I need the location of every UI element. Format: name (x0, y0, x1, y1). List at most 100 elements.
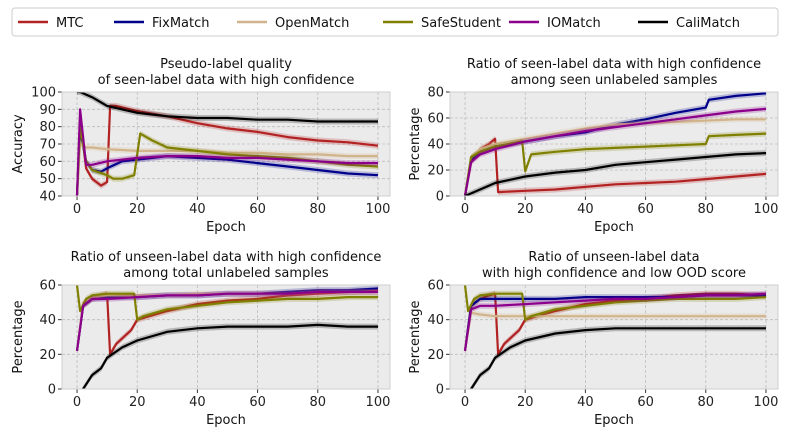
x-tick-label: 80 (310, 202, 327, 217)
legend-label: IOMatch (547, 16, 601, 31)
y-axis-label: Accuracy (11, 114, 26, 174)
chart-title-line: among total unlabeled samples (123, 266, 329, 281)
band-safestudent (77, 123, 378, 196)
x-tick-label: 80 (698, 395, 715, 410)
band-calimatch (81, 321, 378, 389)
x-tick-label: 40 (189, 202, 206, 217)
chart-title-line: with high confidence and low OOD score (482, 266, 746, 281)
series-line-safestudent (75, 285, 378, 321)
x-tick-label: 60 (249, 202, 266, 217)
series-line-calimatch (77, 92, 378, 123)
x-axis-label: Epoch (594, 413, 634, 428)
x-axis-label: Epoch (594, 220, 634, 235)
band-safestudent (465, 130, 766, 196)
x-tick-label: 80 (698, 202, 715, 217)
legend-item-calimatch: CaliMatch (638, 16, 740, 31)
x-tick-label: 60 (637, 202, 654, 217)
y-tick-label: 40 (39, 190, 56, 205)
x-tick-label: 100 (754, 395, 779, 410)
y-tick-label: 40 (427, 313, 444, 328)
x-tick-label: 40 (189, 395, 206, 410)
series-line-openmatch (463, 118, 766, 196)
series-group (75, 285, 379, 389)
x-tick-label: 100 (366, 202, 391, 217)
legend-label: MTC (56, 16, 83, 31)
x-tick-label: 60 (637, 395, 654, 410)
y-tick-label: 100 (31, 86, 56, 101)
band-fixmatch (77, 127, 378, 196)
series-group (463, 285, 767, 389)
band-calimatch (77, 92, 378, 125)
chart-title-line: Ratio of unseen-label data (528, 250, 699, 265)
y-tick-label: 60 (39, 155, 56, 170)
x-tick-label: 100 (754, 202, 779, 217)
chart-panel-1: 0 20 40 60 80 100 40 50 60 70 80 90 100 Pseudo-label … (11, 57, 391, 235)
y-tick-label: 70 (39, 138, 56, 153)
series-line-iomatch (463, 107, 767, 196)
band-iomatch (465, 290, 766, 354)
y-tick-label: 90 (39, 103, 56, 118)
x-tick-label: 60 (249, 395, 266, 410)
legend-item-iomatch: IOMatch (509, 16, 601, 31)
legend-label: CaliMatch (676, 16, 740, 31)
legend-item-openmatch: OpenMatch (237, 16, 349, 31)
band-fixmatch (465, 92, 766, 196)
x-tick-label: 20 (517, 202, 534, 217)
y-tick-label: 60 (427, 279, 444, 294)
y-tick-label: 20 (427, 348, 444, 363)
series-line-openmatch (75, 142, 378, 196)
plot-frame (61, 91, 391, 197)
legend: MTC FixMatch OpenMatch SafeStudent IOMatch Ca… (11, 7, 779, 37)
y-axis-label: Percentage (11, 300, 26, 373)
band-openmatch (465, 309, 766, 354)
legend-item-safestudent: SafeStudent (383, 16, 501, 31)
y-tick-label: 20 (427, 164, 444, 179)
series-line-openmatch (463, 311, 766, 352)
plot-frame (61, 284, 391, 390)
series-line-iomatch (75, 108, 378, 196)
y-tick-label: 80 (427, 86, 444, 101)
y-tick-label: 50 (39, 172, 56, 187)
x-tick-label: 40 (577, 202, 594, 217)
y-tick-label: 0 (48, 383, 56, 398)
chart-panel-4: 0 20 40 60 80 100 0 20 40 60 Ratio of unseen-label… (408, 250, 779, 428)
series-line-calimatch (469, 327, 766, 389)
series-line-safestudent (463, 285, 767, 321)
x-tick-label: 100 (366, 395, 391, 410)
legend-label: SafeStudent (421, 16, 501, 31)
plot-frame (449, 284, 779, 390)
x-axis-label: Epoch (206, 413, 246, 428)
series-line-mtc (75, 104, 379, 196)
chart-title-line: of seen-label data with high confidence (98, 73, 355, 88)
x-tick-label: 0 (461, 395, 469, 410)
y-axis-label: Percentage (408, 107, 423, 180)
x-tick-label: 0 (73, 202, 81, 217)
x-tick-label: 20 (129, 202, 146, 217)
series-line-iomatch (463, 292, 767, 352)
chart-title-line: Pseudo-label quality (160, 57, 292, 72)
series-line-safestudent (463, 132, 767, 196)
series-line-safestudent (75, 125, 379, 196)
series-line-calimatch (464, 152, 767, 196)
series-line-calimatch (81, 323, 378, 389)
x-axis-label: Epoch (206, 220, 246, 235)
x-tick-label: 20 (129, 395, 146, 410)
legend-item-mtc: MTC (18, 16, 83, 31)
series-line-iomatch (75, 290, 378, 352)
series-group (463, 92, 767, 196)
x-tick-label: 80 (310, 395, 327, 410)
chart-panel-2: 0 20 40 60 80 100 0 20 40 60 80 Ratio of seen-label… (408, 57, 779, 235)
x-tick-label: 20 (517, 395, 534, 410)
y-tick-label: 60 (427, 112, 444, 127)
legend-item-fixmatch: FixMatch (114, 16, 210, 31)
y-tick-label: 0 (436, 383, 444, 398)
y-tick-label: 60 (39, 279, 56, 294)
x-tick-label: 0 (461, 202, 469, 217)
y-tick-label: 20 (39, 348, 56, 363)
series-group (75, 92, 379, 196)
legend-label: FixMatch (152, 16, 210, 31)
chart-title-line: among seen unlabeled samples (511, 73, 718, 88)
plot-frame (449, 91, 779, 197)
x-tick-label: 0 (73, 395, 81, 410)
y-tick-label: 0 (436, 190, 444, 205)
